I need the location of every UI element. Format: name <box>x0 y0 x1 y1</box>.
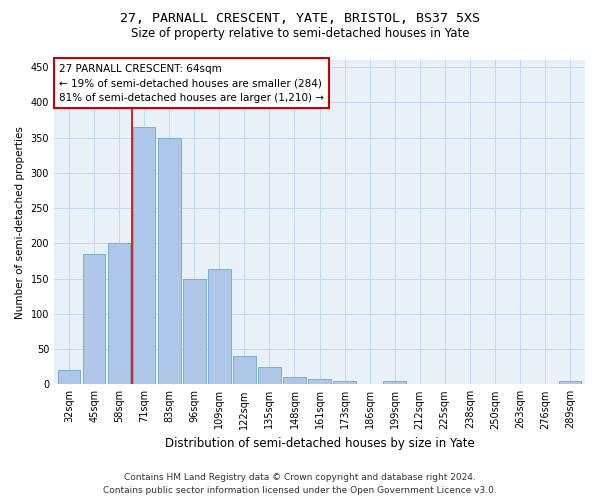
Bar <box>183 278 206 384</box>
Text: Size of property relative to semi-detached houses in Yate: Size of property relative to semi-detach… <box>131 28 469 40</box>
Bar <box>108 244 130 384</box>
Bar <box>233 356 256 384</box>
X-axis label: Distribution of semi-detached houses by size in Yate: Distribution of semi-detached houses by … <box>164 437 475 450</box>
Text: 27 PARNALL CRESCENT: 64sqm
← 19% of semi-detached houses are smaller (284)
81% o: 27 PARNALL CRESCENT: 64sqm ← 19% of semi… <box>59 64 324 103</box>
Bar <box>333 381 356 384</box>
Bar <box>283 378 306 384</box>
Bar <box>83 254 106 384</box>
Bar <box>208 270 230 384</box>
Bar <box>58 370 80 384</box>
Bar <box>158 138 181 384</box>
Bar <box>559 381 581 384</box>
Bar <box>258 366 281 384</box>
Bar <box>133 127 155 384</box>
Y-axis label: Number of semi-detached properties: Number of semi-detached properties <box>15 126 25 318</box>
Bar <box>383 382 406 384</box>
Bar <box>308 378 331 384</box>
Text: Contains HM Land Registry data © Crown copyright and database right 2024.
Contai: Contains HM Land Registry data © Crown c… <box>103 474 497 495</box>
Text: 27, PARNALL CRESCENT, YATE, BRISTOL, BS37 5XS: 27, PARNALL CRESCENT, YATE, BRISTOL, BS3… <box>120 12 480 26</box>
